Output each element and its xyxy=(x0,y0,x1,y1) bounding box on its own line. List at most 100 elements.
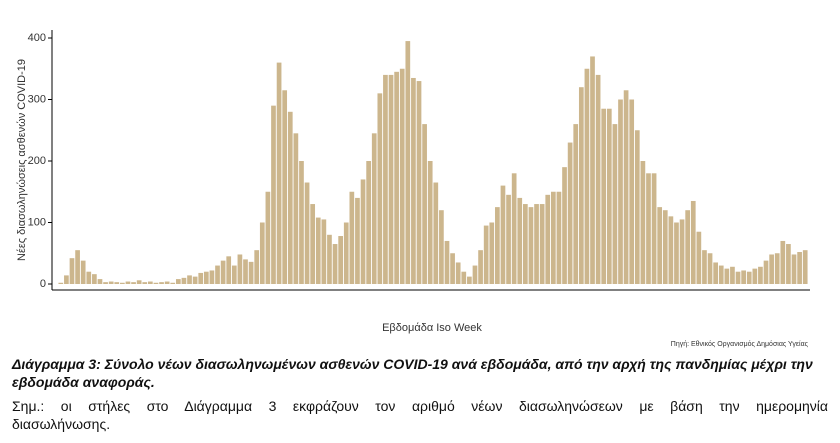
bar xyxy=(467,276,472,284)
bar xyxy=(646,173,651,284)
bar xyxy=(774,253,780,284)
bar xyxy=(668,216,674,284)
bar xyxy=(713,262,718,284)
bar xyxy=(500,185,506,284)
bar xyxy=(439,210,444,284)
y-tick-label: 300 xyxy=(28,93,46,105)
bar xyxy=(299,161,304,284)
bar xyxy=(601,108,607,284)
bar xyxy=(64,275,69,284)
bar xyxy=(215,265,220,284)
bar xyxy=(360,179,366,284)
bar xyxy=(769,254,774,284)
bar xyxy=(142,282,148,284)
bar xyxy=(786,244,791,284)
bar xyxy=(679,219,685,284)
bar xyxy=(422,124,427,284)
bar xyxy=(657,207,663,284)
source: Πηγή: Εθνικός Οργανισμός Δημόσιας Υγείας xyxy=(671,340,809,348)
bar xyxy=(159,282,164,284)
bar xyxy=(69,258,75,284)
bar xyxy=(640,161,646,284)
bar xyxy=(198,272,204,284)
bar xyxy=(220,260,226,284)
bar xyxy=(763,260,769,284)
bar xyxy=(718,265,724,284)
bar xyxy=(405,41,411,285)
bar xyxy=(758,266,763,284)
bar xyxy=(416,81,422,284)
bar xyxy=(802,250,808,284)
bar xyxy=(97,279,103,284)
bar xyxy=(651,173,657,284)
bar xyxy=(226,256,232,284)
bar xyxy=(58,282,64,284)
bar xyxy=(550,191,556,284)
note: Σημ.: οι στήλες στο Διάγραμμα 3 εκφράζου… xyxy=(12,398,828,414)
bar xyxy=(573,124,579,284)
bar xyxy=(797,252,802,284)
bar xyxy=(523,204,528,284)
bar xyxy=(511,173,517,284)
bar xyxy=(310,204,316,284)
bar xyxy=(366,161,371,284)
bar xyxy=(556,191,562,284)
bar xyxy=(332,244,338,284)
bar xyxy=(80,260,86,284)
bar xyxy=(75,250,80,284)
bar xyxy=(478,250,483,284)
y-tick-label: 0 xyxy=(40,278,46,290)
bar xyxy=(321,219,327,284)
bar xyxy=(175,279,181,284)
bar xyxy=(735,271,741,284)
bar xyxy=(131,282,136,284)
bar xyxy=(327,234,332,284)
bar xyxy=(696,231,702,284)
bar xyxy=(103,282,108,284)
bar xyxy=(539,204,545,284)
bar xyxy=(383,74,388,285)
y-axis-label: Νέες διασωληνώσεις ασθενών COVID-19 xyxy=(16,59,28,261)
bar xyxy=(187,275,192,284)
bar xyxy=(377,93,383,284)
bar xyxy=(304,182,310,284)
y-tick-label: 200 xyxy=(28,155,46,167)
bar xyxy=(114,282,120,284)
bar xyxy=(730,266,735,284)
y-tick-label: 400 xyxy=(28,32,46,44)
x-axis-label: Εβδομάδα Iso Week xyxy=(382,322,482,334)
bar xyxy=(287,111,293,284)
bar xyxy=(534,204,539,284)
bar xyxy=(517,197,523,284)
bar xyxy=(489,222,495,284)
bar xyxy=(634,130,640,284)
y-tick-label: 100 xyxy=(28,216,46,228)
chart: Νέες διασωληνώσεις ασθενών COVID-19 Εβδο… xyxy=(16,30,810,348)
bar xyxy=(461,271,467,284)
bar xyxy=(584,68,590,284)
bar xyxy=(483,225,489,284)
bar xyxy=(248,261,254,284)
bar xyxy=(411,77,416,284)
bar xyxy=(578,87,584,284)
bar xyxy=(293,133,299,284)
bar xyxy=(86,271,92,284)
bar xyxy=(595,74,601,285)
bar xyxy=(752,268,758,284)
bar xyxy=(399,68,405,284)
bar xyxy=(203,271,209,284)
bar xyxy=(562,167,567,284)
bar xyxy=(690,200,696,284)
bar xyxy=(590,56,595,285)
bar xyxy=(472,265,478,284)
bar xyxy=(606,108,612,284)
bar xyxy=(545,194,551,284)
bar xyxy=(433,182,439,284)
bar xyxy=(707,253,713,284)
bar xyxy=(315,217,321,284)
bar xyxy=(791,254,797,284)
bar xyxy=(724,268,730,284)
bar xyxy=(192,276,198,284)
bar xyxy=(237,254,243,284)
